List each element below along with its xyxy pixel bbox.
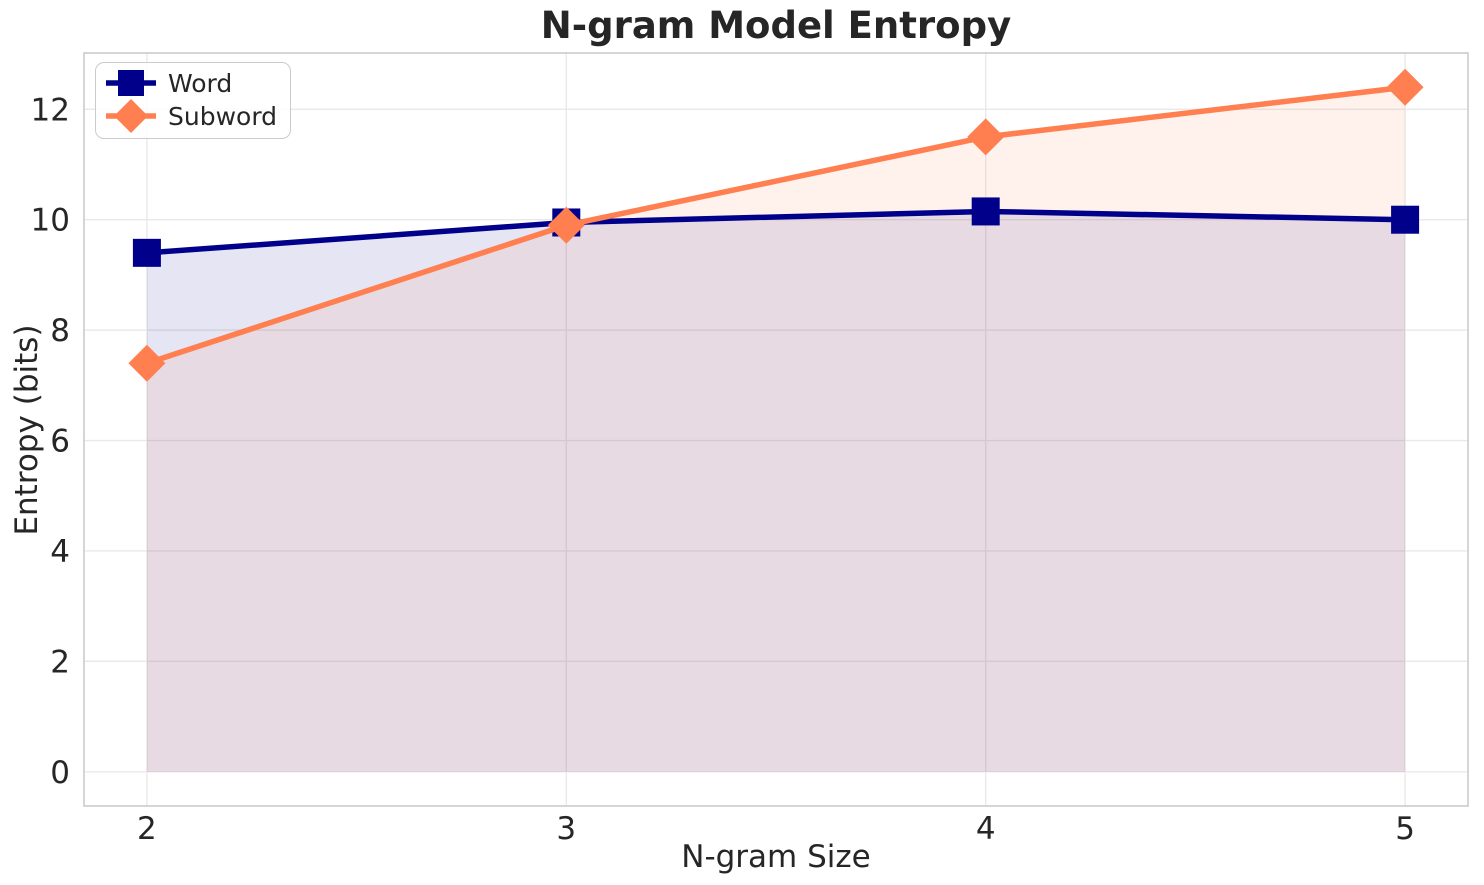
x-tick-label: 3 xyxy=(556,811,576,847)
subword-diamond-marker xyxy=(128,344,166,382)
subword-diamond-marker xyxy=(547,206,585,244)
subword-area-fill xyxy=(146,87,1406,772)
y-tick-label: 12 xyxy=(31,92,70,128)
word-series-line xyxy=(146,208,1406,256)
x-tick-label: 2 xyxy=(137,811,157,847)
word-square-marker xyxy=(971,197,1000,226)
axes-spines xyxy=(83,52,1469,807)
word-area-fill xyxy=(146,211,1406,772)
subword-line-marker-icon xyxy=(106,99,156,133)
y-tick-label: 6 xyxy=(50,424,70,460)
y-tick-label: 10 xyxy=(31,203,70,239)
y-axis-label: Entropy (bits) xyxy=(9,324,45,536)
subword-series-line xyxy=(146,84,1406,366)
legend-label-word: Word xyxy=(168,68,233,98)
legend-label-subword: Subword xyxy=(168,101,278,131)
word-square-marker-icon xyxy=(118,70,144,96)
word-line-marker-icon xyxy=(106,70,156,96)
y-tick-label: 0 xyxy=(50,755,70,791)
y-tick-label: 8 xyxy=(50,313,70,349)
word-square-marker xyxy=(132,238,161,267)
legend-item-word: Word xyxy=(104,67,277,99)
legend: Word Subword xyxy=(95,62,292,139)
x-tick-label: 5 xyxy=(1395,811,1415,847)
subword-diamond-marker-icon xyxy=(114,99,148,133)
x-axis-label: N-gram Size xyxy=(681,839,871,875)
legend-item-subword: Subword xyxy=(104,99,278,133)
y-tick-label: 4 xyxy=(50,534,70,570)
chart-title: N-gram Model Entropy xyxy=(540,4,1012,47)
subword-diamond-marker xyxy=(1386,68,1424,106)
y-tick-label: 2 xyxy=(50,644,70,680)
subword-diamond-marker xyxy=(967,118,1005,156)
word-square-marker xyxy=(1391,205,1420,234)
x-tick-label: 4 xyxy=(976,811,996,847)
